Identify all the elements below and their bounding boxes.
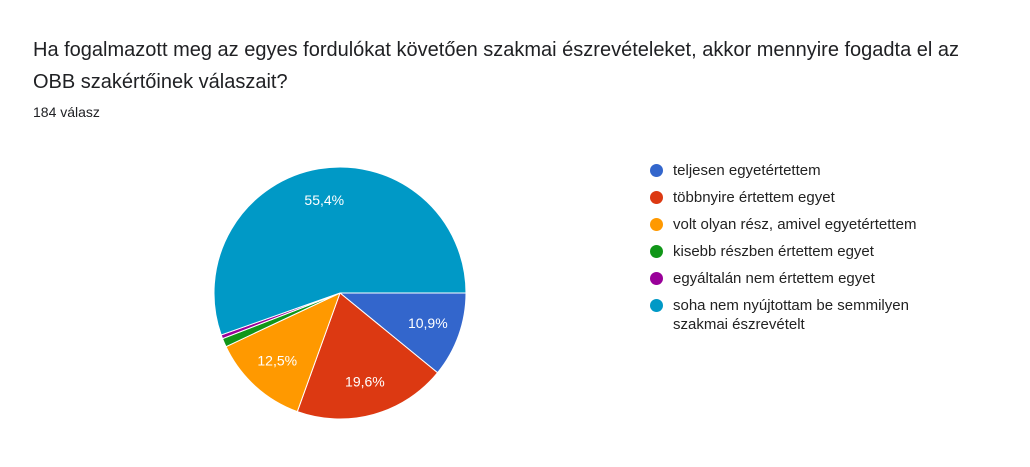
chart: 10,9% 19,6% 12,5% 55,4% <box>213 166 467 420</box>
legend-swatch <box>650 218 663 231</box>
legend-item: volt olyan rész, amivel egyetértettem <box>650 215 950 234</box>
legend: teljesen egyetértettem többnyire értettem… <box>650 161 950 342</box>
legend-swatch <box>650 299 663 312</box>
legend-label: kisebb részben értettem egyet <box>673 243 874 260</box>
legend-item: egyáltalán nem értettem egyet <box>650 269 950 288</box>
pie-slice <box>296 292 439 420</box>
slice-label: 55,4% <box>304 192 344 208</box>
legend-label: teljesen egyetértettem <box>673 162 821 179</box>
legend-swatch <box>650 245 663 258</box>
pie-slice <box>338 292 467 374</box>
legend-label: soha nem nyújtottam be semmilyen szakmai… <box>673 297 909 333</box>
legend-label: többnyire értettem egyet <box>673 189 835 206</box>
legend-swatch <box>650 272 663 285</box>
chart-title: Ha fogalmazott meg az egyes fordulókat k… <box>33 39 960 93</box>
chart-subtitle: 184 válasz <box>33 104 100 120</box>
legend-item: teljesen egyetértettem <box>650 161 950 180</box>
legend-swatch <box>650 164 663 177</box>
legend-swatch <box>650 191 663 204</box>
legend-item: soha nem nyújtottam be semmilyen szakmai… <box>650 296 950 334</box>
legend-item: kisebb részben értettem egyet <box>650 242 950 261</box>
legend-label: egyáltalán nem értettem egyet <box>673 270 875 287</box>
pie-slice <box>213 166 467 336</box>
slice-label: 19,6% <box>345 374 385 390</box>
legend-item: többnyire értettem egyet <box>650 188 950 207</box>
slice-label: 12,5% <box>257 353 297 369</box>
pie-slice <box>225 292 341 413</box>
legend-label: volt olyan rész, amivel egyetértettem <box>673 216 917 233</box>
slice-label: 10,9% <box>408 315 448 331</box>
